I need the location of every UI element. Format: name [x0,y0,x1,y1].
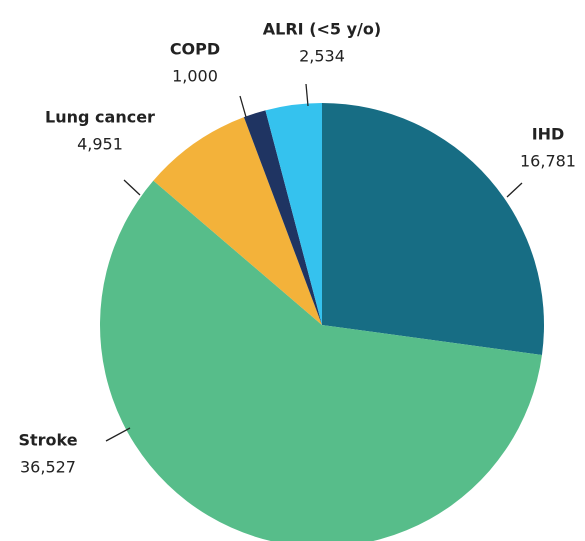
pie-slice [322,103,544,355]
pie-slice [243,110,322,326]
slice-value: 16,781 [520,152,576,171]
pie-slice [153,117,322,325]
leader-line [123,179,141,196]
pie-slice [265,103,322,325]
slice-label: ALRI (<5 y/o) [263,20,381,39]
leader-line [305,83,309,107]
slice-label: Stroke [18,431,77,450]
leader-line [506,182,523,198]
slice-label: IHD [532,125,565,144]
pie-slice [100,180,542,541]
slice-value: 4,951 [77,135,123,154]
slice-label: Lung cancer [45,108,155,127]
slice-value: 1,000 [172,67,218,86]
leader-line [105,427,131,442]
slice-value: 36,527 [20,458,76,477]
leader-line [239,95,247,118]
slice-value: 2,534 [299,47,345,66]
slice-label: COPD [170,40,220,59]
